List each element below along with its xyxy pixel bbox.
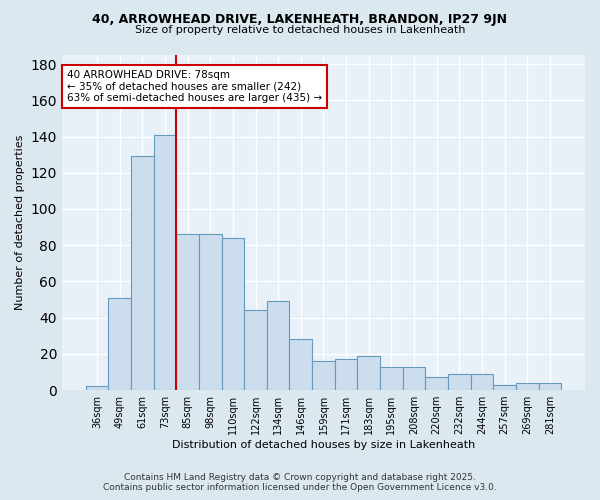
Bar: [131, 156, 154, 390]
X-axis label: Distribution of detached houses by size in Lakenheath: Distribution of detached houses by size …: [172, 440, 475, 450]
Bar: [312, 361, 335, 390]
Bar: [493, 384, 516, 390]
Bar: [403, 366, 425, 390]
Bar: [425, 378, 448, 390]
Bar: [154, 134, 176, 390]
Bar: [539, 383, 561, 390]
Bar: [176, 234, 199, 390]
Bar: [289, 340, 312, 390]
Text: Contains HM Land Registry data © Crown copyright and database right 2025.
Contai: Contains HM Land Registry data © Crown c…: [103, 473, 497, 492]
Bar: [244, 310, 267, 390]
Bar: [335, 360, 358, 390]
Y-axis label: Number of detached properties: Number of detached properties: [15, 135, 25, 310]
Bar: [358, 356, 380, 390]
Bar: [267, 302, 289, 390]
Bar: [199, 234, 221, 390]
Bar: [221, 238, 244, 390]
Text: Size of property relative to detached houses in Lakenheath: Size of property relative to detached ho…: [135, 25, 465, 35]
Bar: [380, 366, 403, 390]
Bar: [86, 386, 109, 390]
Text: 40, ARROWHEAD DRIVE, LAKENHEATH, BRANDON, IP27 9JN: 40, ARROWHEAD DRIVE, LAKENHEATH, BRANDON…: [92, 12, 508, 26]
Bar: [516, 383, 539, 390]
Bar: [470, 374, 493, 390]
Bar: [448, 374, 470, 390]
Bar: [109, 298, 131, 390]
Text: 40 ARROWHEAD DRIVE: 78sqm
← 35% of detached houses are smaller (242)
63% of semi: 40 ARROWHEAD DRIVE: 78sqm ← 35% of detac…: [67, 70, 322, 103]
